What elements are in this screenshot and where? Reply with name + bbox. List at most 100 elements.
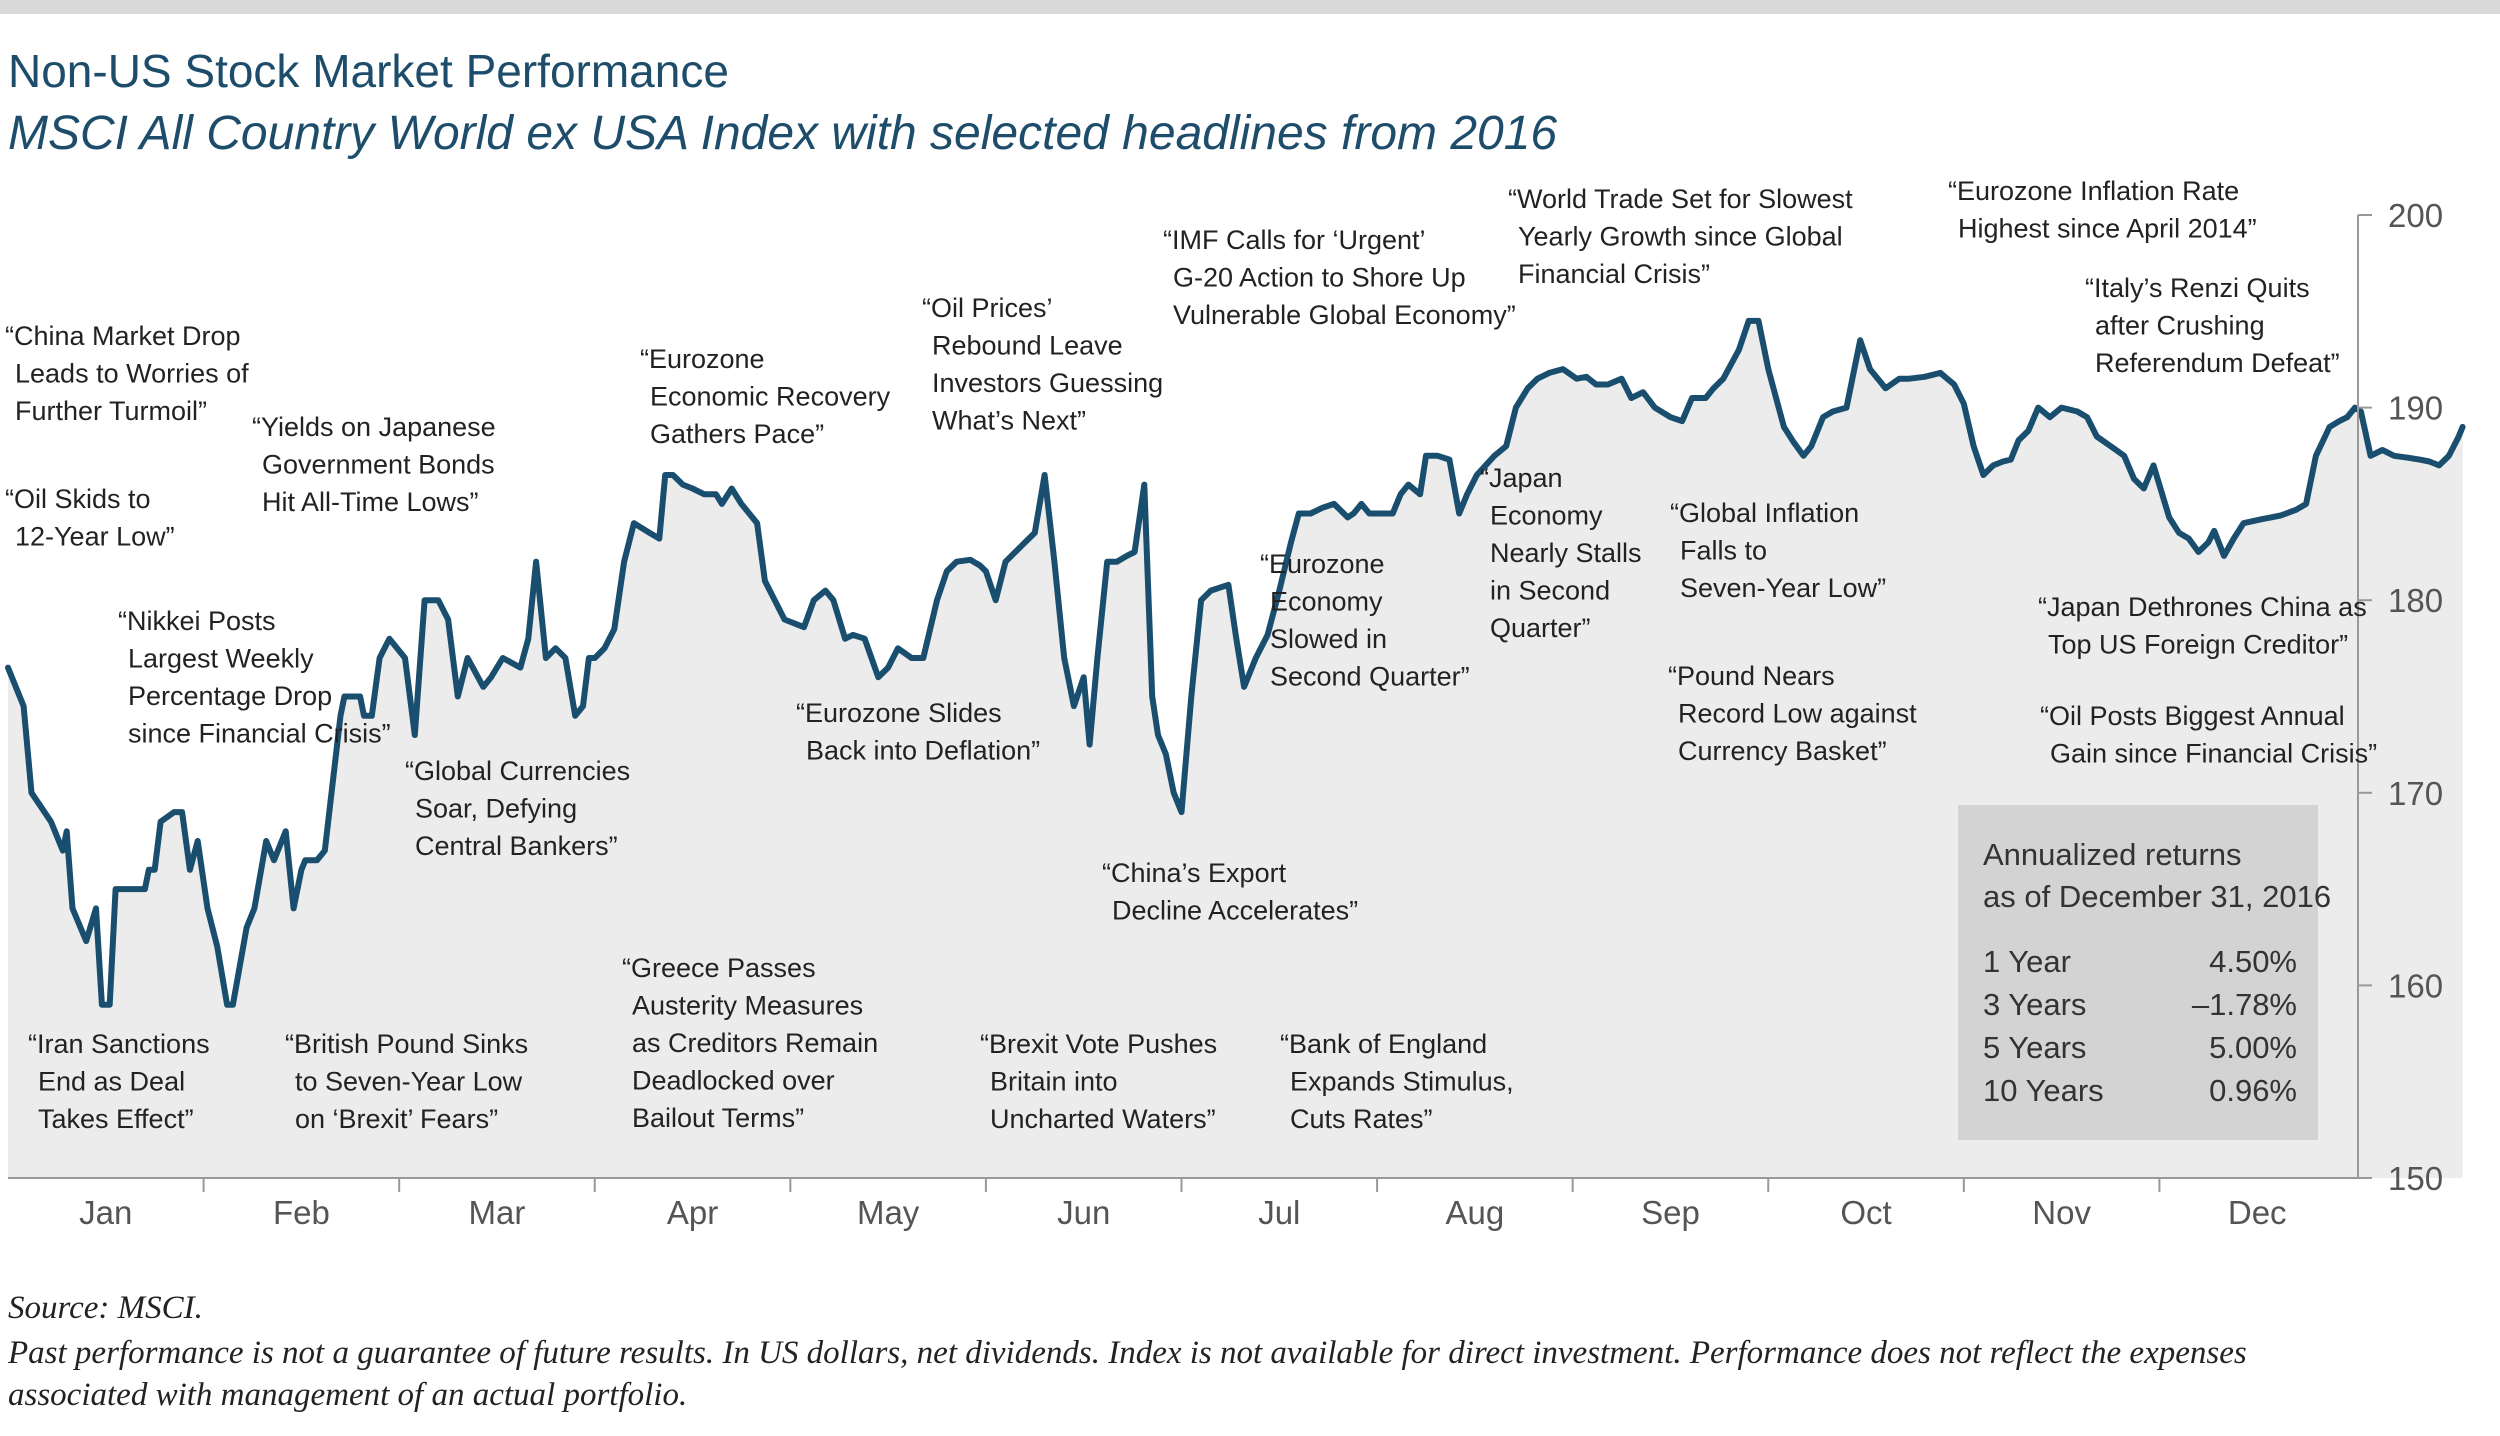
annotation-headline: “Global Currencies Soar, Defying Central B… xyxy=(405,756,630,861)
annotation-line: “Yields on Japanese xyxy=(252,412,496,442)
footer-disclaimer-line-2: associated with management of an actual … xyxy=(8,1377,688,1413)
annotation-line: Austerity Measures xyxy=(632,991,863,1021)
annotation-line: “IMF Calls for ‘Urgent’ xyxy=(1163,225,1426,255)
annotation-line: Largest Weekly xyxy=(128,644,314,674)
footer-source: Source: MSCI. xyxy=(8,1290,203,1326)
annotation-line: “China’s Export xyxy=(1102,858,1287,888)
returns-box-bg xyxy=(1958,805,2318,1140)
annotation-line: “Italy’s Renzi Quits xyxy=(2085,273,2310,303)
annotation-line: Central Bankers” xyxy=(415,831,618,861)
annotation-line: “Eurozone xyxy=(640,344,765,374)
annotation-line: Quarter” xyxy=(1490,613,1591,643)
annotation-line: “British Pound Sinks xyxy=(285,1029,528,1059)
x-tick-label: Sep xyxy=(1641,1194,1700,1231)
annotation-line: “Pound Nears xyxy=(1668,661,1835,691)
annotation-headline: “Greece Passes Austerity Measures as Credi… xyxy=(622,953,878,1133)
annotation-line: Falls to xyxy=(1680,536,1767,566)
annotation-line: What’s Next” xyxy=(932,406,1086,436)
annotation-headline: “Italy’s Renzi Quits after Crushing Refere… xyxy=(2085,273,2340,378)
annotation-line: “Japan xyxy=(1480,463,1563,493)
annotation-line: Hit All-Time Lows” xyxy=(262,487,479,517)
annotation-line: Economic Recovery xyxy=(650,382,891,412)
annotation-line: Back into Deflation” xyxy=(806,736,1040,766)
annotation-line: Top US Foreign Creditor” xyxy=(2048,630,2348,660)
annotation-headline: “Eurozone Slides Back into Deflation” xyxy=(796,698,1040,766)
annotation-headline: “Eurozone Economy Slowed in Second Quarter” xyxy=(1260,549,1470,692)
annotation-line: on ‘Brexit’ Fears” xyxy=(295,1104,498,1134)
annotation-line: Second Quarter” xyxy=(1270,662,1470,692)
annotation-line: Gathers Pace” xyxy=(650,419,824,449)
annotation-headline: “Bank of England Expands Stimulus, Cuts Ra… xyxy=(1280,1029,1514,1134)
x-tick-label: Jan xyxy=(79,1194,132,1231)
annotation-line: G-20 Action to Shore Up xyxy=(1173,263,1466,293)
annotation-line: Bailout Terms” xyxy=(632,1103,804,1133)
annotation-line: “Bank of England xyxy=(1280,1029,1487,1059)
y-tick-label: 180 xyxy=(2388,582,2443,619)
annotation-line: Yearly Growth since Global xyxy=(1518,222,1843,252)
annotation-headline: “Oil Prices’ Rebound Leave Investors Guess… xyxy=(922,293,1163,436)
chart-subtitle: MSCI All Country World ex USA Index with… xyxy=(8,107,1558,160)
annotation-line: “China Market Drop xyxy=(5,321,241,351)
annotation-line: End as Deal xyxy=(38,1067,185,1097)
annotation-line: Deadlocked over xyxy=(632,1066,835,1096)
annotation-line: Britain into xyxy=(990,1067,1118,1097)
annotation-line: “Greece Passes xyxy=(622,953,816,983)
annotation-line: Economy xyxy=(1270,587,1383,617)
annotation-line: Government Bonds xyxy=(262,450,495,480)
annotation-headline: “Japan Economy Nearly Stalls in Second Quart… xyxy=(1480,463,1642,643)
axes-layer: Jan Feb Mar Apr May Jun Jul Aug Sep Oct Nov Dec 150 1… xyxy=(8,197,2443,1231)
area-fill xyxy=(8,320,2463,1178)
returns-period-label: 5 Years xyxy=(1983,1030,2086,1065)
y-tick-label: 170 xyxy=(2388,775,2443,812)
x-tick-label: Aug xyxy=(1446,1194,1505,1231)
annotation-headline: “China’s Export Decline Accelerates” xyxy=(1102,858,1358,926)
returns-period-label: 10 Years xyxy=(1983,1073,2104,1108)
annotation-line: Economy xyxy=(1490,501,1603,531)
annotation-line: after Crushing xyxy=(2095,311,2265,341)
y-tick-label: 190 xyxy=(2388,390,2443,427)
annotation-line: Leads to Worries of xyxy=(15,359,249,389)
annotation-headline: “Brexit Vote Pushes Britain into Uncharted… xyxy=(980,1029,1217,1134)
annotation-line: Gain since Financial Crisis” xyxy=(2050,739,2377,769)
x-tick-label: Oct xyxy=(1840,1194,1891,1231)
annotation-headline: “Eurozone Inflation Rate Highest since Ap… xyxy=(1948,176,2257,244)
annotation-line: “Iran Sanctions xyxy=(28,1029,210,1059)
annotation-line: Soar, Defying xyxy=(415,794,577,824)
x-tick-label: Jul xyxy=(1258,1194,1300,1231)
annotation-line: Record Low against xyxy=(1678,699,1917,729)
returns-box: Annualized returns as of December 31, 201… xyxy=(1958,805,2331,1140)
annotation-line: Seven-Year Low” xyxy=(1680,573,1886,603)
x-tick-label: May xyxy=(857,1194,920,1231)
annotation-line: “Eurozone Slides xyxy=(796,698,1002,728)
y-tick-label: 150 xyxy=(2388,1160,2443,1197)
annotation-line: Rebound Leave xyxy=(932,331,1123,361)
annotation-line: Nearly Stalls xyxy=(1490,538,1642,568)
x-tick-label: Jun xyxy=(1057,1194,1110,1231)
annotation-headline: “Oil Posts Biggest Annual Gain since Fina… xyxy=(2040,701,2377,769)
annotation-line: “Global Currencies xyxy=(405,756,630,786)
annotation-headline: “Iran Sanctions End as Deal Takes Effect” xyxy=(28,1029,210,1134)
annotation-headline: “British Pound Sinks to Seven-Year Low on … xyxy=(285,1029,528,1134)
annotation-line: Cuts Rates” xyxy=(1290,1104,1433,1134)
annotation-headline: “Eurozone Economic Recovery Gathers Pace” xyxy=(640,344,891,449)
annotation-line: Uncharted Waters” xyxy=(990,1104,1216,1134)
annotation-line: Slowed in xyxy=(1270,624,1387,654)
footer-disclaimer-line-1: Past performance is not a guarantee of f… xyxy=(8,1335,2247,1371)
annotation-line: Vulnerable Global Economy” xyxy=(1173,300,1516,330)
annotation-line: Takes Effect” xyxy=(38,1104,194,1134)
annotation-line: Further Turmoil” xyxy=(15,396,207,426)
annotation-line: “Eurozone Inflation Rate xyxy=(1948,176,2239,206)
annotation-line: Investors Guessing xyxy=(932,368,1163,398)
annotation-headline: “China Market Drop Leads to Worries of Fur… xyxy=(5,321,249,426)
annotations-layer: “China Market Drop Leads to Worries of Fur… xyxy=(5,176,2377,1134)
annotation-line: “Brexit Vote Pushes xyxy=(980,1029,1217,1059)
annotation-headline: “World Trade Set for Slowest Yearly Growt… xyxy=(1508,184,1853,289)
annotation-line: Decline Accelerates” xyxy=(1112,896,1358,926)
returns-value: 4.50% xyxy=(2209,944,2297,979)
annotation-line: Currency Basket” xyxy=(1678,736,1887,766)
returns-value: 0.96% xyxy=(2209,1073,2297,1108)
returns-period-label: 3 Years xyxy=(1983,987,2086,1022)
chart-title: Non-US Stock Market Performance xyxy=(8,45,729,97)
annotation-line: Percentage Drop xyxy=(128,681,332,711)
returns-heading: as of December 31, 2016 xyxy=(1983,879,2331,914)
